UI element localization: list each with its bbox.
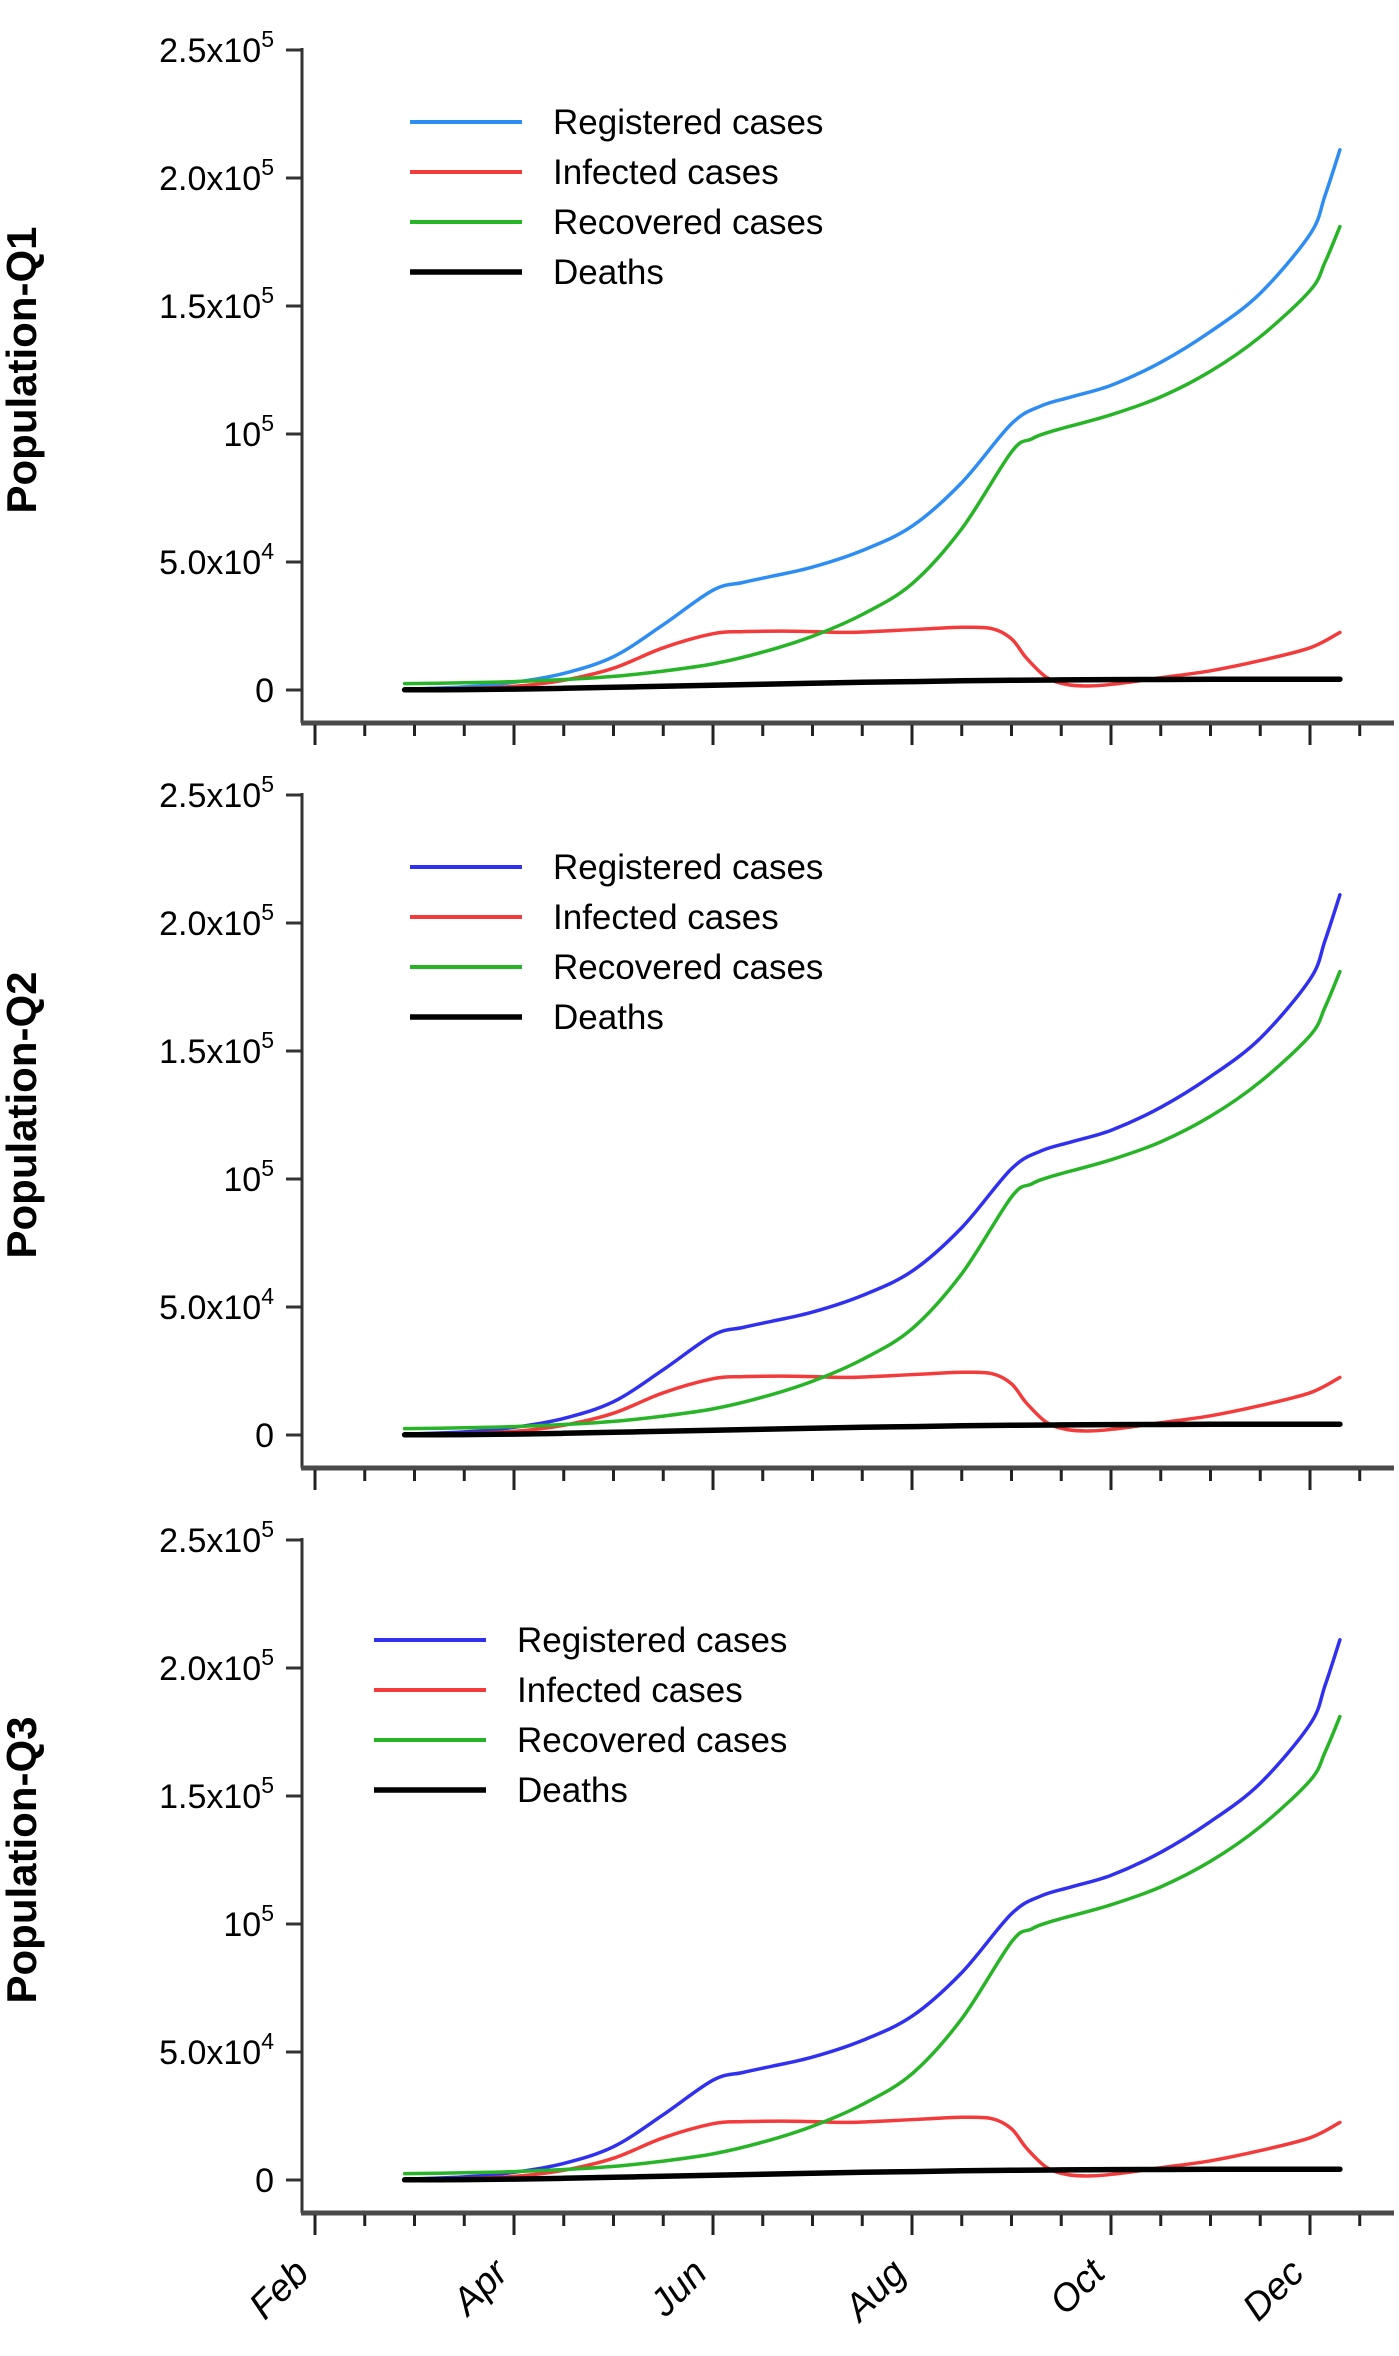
y-tick-label: 2.0x105: [159, 1644, 274, 1688]
legend-label: Recovered cases: [553, 948, 823, 987]
y-tick-label-exponent: 5: [261, 1027, 274, 1053]
y-tick-label: 2.0x105: [159, 899, 274, 943]
y-axis-title: Population-Q3: [0, 1717, 45, 2004]
y-tick-label-exponent: 5: [261, 1772, 274, 1798]
y-tick-label: 5.0x104: [159, 2028, 274, 2072]
y-tick-label-exponent: 5: [261, 1644, 274, 1670]
legend-label: Registered cases: [517, 1621, 787, 1660]
y-tick-label-exponent: 4: [261, 1283, 274, 1309]
legend-label: Infected cases: [517, 1671, 743, 1710]
y-tick-label-exponent: 5: [261, 154, 274, 180]
y-axis-title: Population-Q1: [0, 227, 45, 514]
series-line-registered-cases: [402, 893, 1342, 1436]
y-tick-label: 2.5x105: [159, 26, 274, 70]
series-line-recovered-cases: [402, 969, 1342, 1431]
y-tick-label: 0: [255, 1417, 274, 1455]
y-tick-label-exponent: 5: [261, 410, 274, 436]
series-line-recovered-cases: [402, 224, 1342, 686]
y-tick-label: 0: [255, 672, 274, 710]
y-tick-label-exponent: 5: [261, 26, 274, 52]
y-tick-label: 2.5x105: [159, 1516, 274, 1560]
legend-label: Registered cases: [553, 103, 823, 142]
series-line-recovered-cases: [402, 1714, 1342, 2176]
y-tick-label: 2.5x105: [159, 771, 274, 815]
y-tick-label: 5.0x104: [159, 538, 274, 582]
y-tick-label-exponent: 5: [261, 1155, 274, 1181]
y-tick-label: 1.5x105: [159, 282, 274, 326]
y-tick-label: 2.0x105: [159, 154, 274, 198]
y-tick-label-exponent: 5: [261, 282, 274, 308]
legend-label: Deaths: [553, 998, 664, 1037]
y-tick-label-exponent: 5: [261, 1516, 274, 1542]
y-axis-title: Population-Q2: [0, 972, 45, 1259]
y-tick-label: 1.5x105: [159, 1772, 274, 1816]
y-tick-label-exponent: 4: [261, 2028, 274, 2054]
legend-label: Recovered cases: [553, 203, 823, 242]
y-tick-label: 0: [255, 2162, 274, 2200]
legend-label: Deaths: [553, 253, 664, 292]
y-tick-label-exponent: 5: [261, 771, 274, 797]
y-tick-label-exponent: 5: [261, 899, 274, 925]
series-line-deaths: [401, 676, 1343, 693]
legend-label: Recovered cases: [517, 1721, 787, 1760]
series-line-deaths: [401, 1421, 1343, 1438]
legend-label: Deaths: [517, 1771, 628, 1810]
legend-label: Infected cases: [553, 898, 779, 937]
y-tick-label-exponent: 4: [261, 538, 274, 564]
series-line-deaths: [401, 2166, 1343, 2183]
y-tick-label: 5.0x104: [159, 1283, 274, 1327]
y-tick-label: 1.5x105: [159, 1027, 274, 1071]
series-line-registered-cases: [402, 1638, 1342, 2181]
legend-label: Infected cases: [553, 153, 779, 192]
y-tick-label-exponent: 5: [261, 1900, 274, 1926]
series-line-registered-cases: [402, 148, 1342, 691]
legend-label: Registered cases: [553, 848, 823, 887]
